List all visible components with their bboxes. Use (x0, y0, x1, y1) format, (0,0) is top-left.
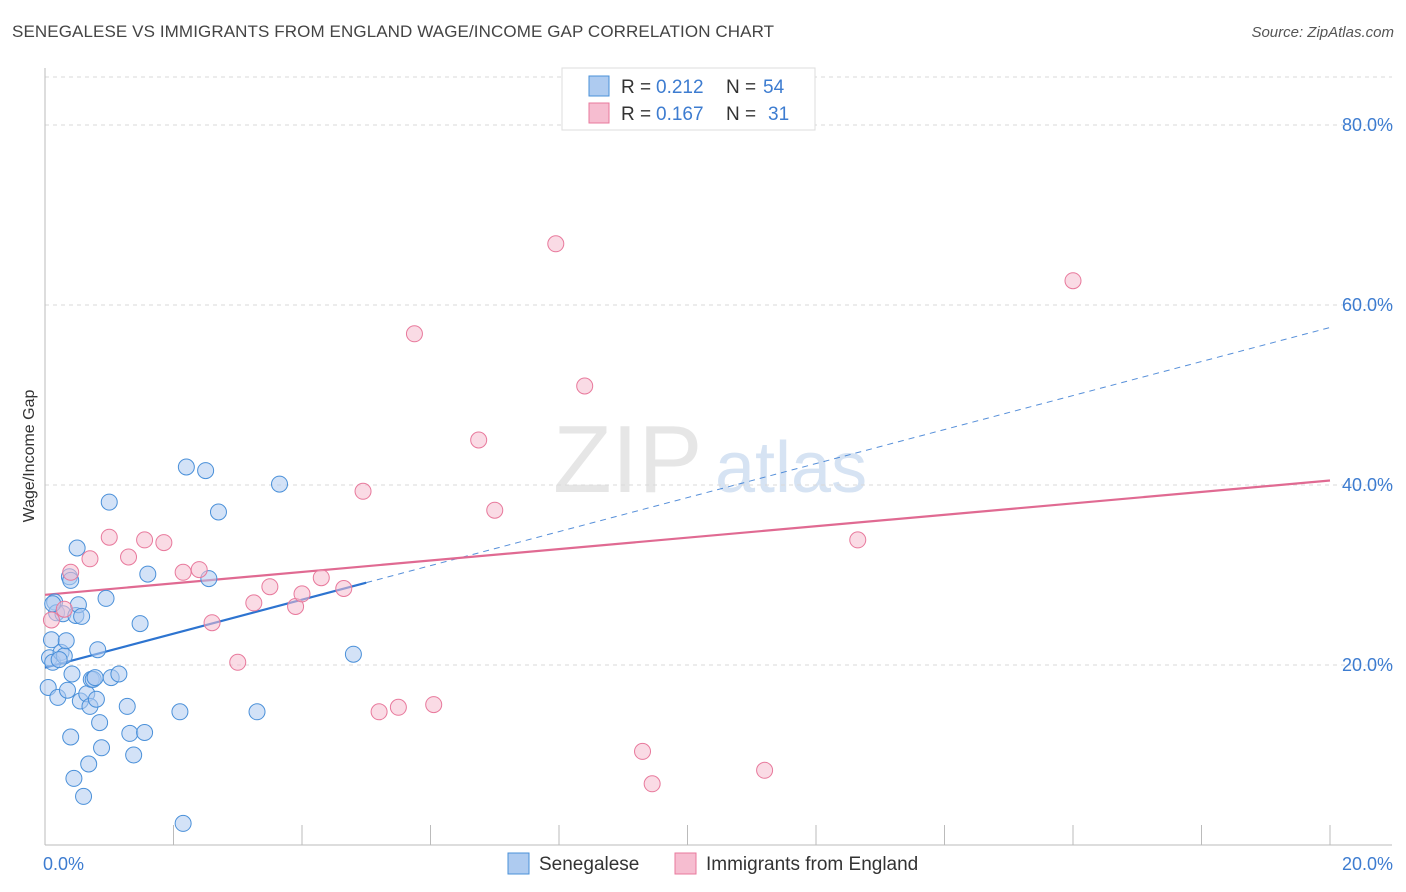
watermark-atlas: atlas (715, 428, 867, 508)
point-england (849, 531, 867, 549)
point-senegalese (174, 814, 192, 832)
point-senegalese (139, 565, 157, 583)
y-tick-label: 20.0% (1342, 655, 1393, 675)
point-england (576, 377, 594, 395)
point-england (62, 563, 80, 581)
y-axis-label: Wage/Income Gap (21, 390, 38, 523)
point-senegalese (75, 787, 93, 805)
point-senegalese (110, 665, 128, 683)
point-senegalese (63, 665, 81, 683)
point-england (55, 600, 73, 618)
point-england (486, 501, 504, 519)
point-senegalese (57, 632, 75, 650)
point-england (634, 742, 652, 760)
point-senegalese (197, 462, 215, 480)
point-senegalese (50, 651, 68, 669)
point-england (174, 563, 192, 581)
point-senegalese (97, 589, 115, 607)
legend-r-label: R = (621, 77, 651, 98)
legend-n-value: 31 (768, 104, 789, 125)
legend-n-label: N = (726, 104, 756, 125)
chart-title: SENEGALESE VS IMMIGRANTS FROM ENGLAND WA… (12, 22, 775, 41)
source-label: Source: ZipAtlas.com (1251, 24, 1394, 41)
point-senegalese (62, 728, 80, 746)
point-senegalese (121, 724, 139, 742)
point-senegalese (91, 714, 109, 732)
x-tick-label: 20.0% (1342, 854, 1393, 874)
point-england (756, 761, 774, 779)
point-england (425, 696, 443, 714)
legend-r-value: 0.167 (656, 104, 704, 125)
axes: 20.0% 40.0% 60.0% 80.0% 0.0% 20.0% (43, 68, 1393, 874)
point-senegalese (87, 690, 105, 708)
point-england (643, 775, 661, 793)
point-england (312, 569, 330, 587)
point-england (1064, 272, 1082, 290)
point-england (120, 548, 138, 566)
trend-line-england (44, 479, 1331, 596)
trend-lines (44, 327, 1331, 669)
x-tick-label: 0.0% (43, 854, 84, 874)
legend-label-senegalese: Senegalese (539, 854, 639, 875)
point-senegalese (58, 681, 76, 699)
point-england (405, 325, 423, 343)
point-england (370, 703, 388, 721)
legend-swatch-england (674, 852, 697, 875)
point-senegalese (118, 697, 136, 715)
trend-line-senegalese-extension (366, 327, 1331, 584)
point-england (155, 534, 173, 552)
legend-r-label: R = (621, 104, 651, 125)
y-tick-label: 40.0% (1342, 475, 1393, 495)
point-senegalese (65, 769, 83, 787)
point-england (293, 585, 311, 603)
point-senegalese (271, 475, 289, 493)
point-senegalese (125, 746, 143, 764)
point-england (229, 653, 247, 671)
legend-n-value: 54 (763, 77, 785, 98)
point-england (190, 561, 208, 579)
legend-swatch-senegalese (507, 852, 530, 875)
point-england (335, 580, 353, 597)
point-senegalese (80, 755, 98, 773)
point-senegalese (248, 703, 266, 721)
point-england (203, 614, 221, 632)
point-senegalese (344, 645, 362, 663)
point-england (245, 594, 263, 612)
data-points (39, 235, 1082, 832)
point-senegalese (89, 641, 107, 659)
point-senegalese (68, 539, 86, 557)
point-senegalese (136, 724, 154, 741)
point-senegalese (100, 493, 118, 511)
point-england (389, 698, 407, 716)
point-england (81, 550, 99, 568)
point-senegalese (209, 503, 227, 521)
point-senegalese (86, 669, 104, 687)
legend-bottom: Senegalese Immigrants from England (507, 852, 918, 875)
legend-swatch-england (588, 102, 610, 124)
watermark-zip: ZIP (553, 406, 702, 513)
point-england (354, 482, 372, 500)
point-england (136, 531, 154, 549)
point-england (547, 235, 565, 253)
point-england (261, 578, 279, 596)
y-tick-label: 60.0% (1342, 295, 1393, 315)
point-senegalese (93, 739, 111, 757)
legend-n-label: N = (726, 77, 756, 98)
point-england (100, 528, 118, 546)
y-tick-label: 80.0% (1342, 115, 1393, 135)
point-senegalese (73, 607, 91, 625)
point-senegalese (171, 703, 189, 721)
legend-r-value: 0.212 (656, 77, 704, 98)
legend-top: R = 0.212 N = 54 R = 0.167 N = 31 (561, 67, 816, 131)
legend-label-england: Immigrants from England (706, 854, 918, 875)
legend-swatch-senegalese (588, 75, 610, 97)
point-england (470, 431, 488, 449)
point-senegalese (177, 458, 195, 476)
point-senegalese (131, 615, 149, 633)
point-england (42, 611, 60, 629)
